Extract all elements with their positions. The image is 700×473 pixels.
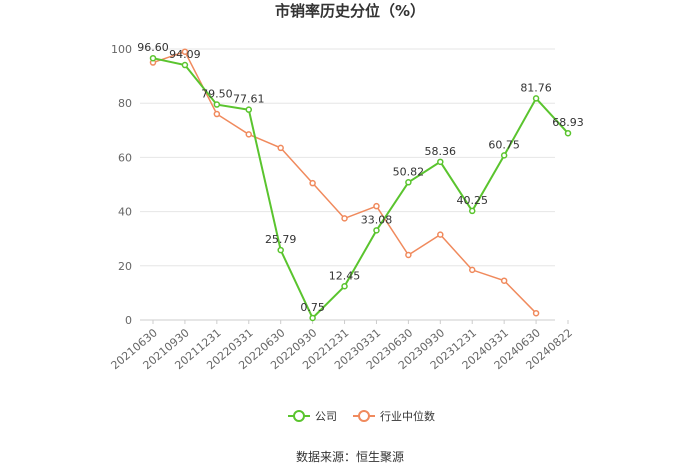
data-point (309, 314, 316, 322)
series-line (152, 57, 569, 320)
data-point (405, 179, 412, 186)
data-point (277, 246, 284, 254)
data-label: 0.75 (300, 301, 325, 314)
legend-label: 行业中位数 (380, 409, 435, 423)
chart-title: 市销率历史分位（%） (275, 2, 425, 20)
data-point (437, 231, 444, 238)
data-point (500, 277, 508, 284)
data-point (437, 158, 444, 166)
data-point (341, 215, 348, 222)
source-note: 数据来源：恒生聚源 (296, 449, 404, 464)
legend-swatch-marker (358, 410, 370, 422)
data-point (149, 54, 157, 62)
data-point (213, 110, 221, 118)
data-point (532, 95, 540, 102)
data-point (181, 61, 189, 69)
data-label: 40.25 (456, 194, 488, 207)
data-label: 94.09 (169, 48, 201, 61)
legend-item[interactable]: 行业中位数 (353, 409, 435, 423)
data-point (245, 106, 253, 113)
y-tick-label: 0 (125, 314, 132, 327)
y-tick-label: 40 (118, 206, 132, 219)
y-tick-label: 20 (118, 260, 132, 273)
data-point (341, 283, 348, 290)
y-tick-label: 80 (118, 97, 132, 110)
data-label: 81.76 (520, 81, 552, 94)
data-label: 12.45 (329, 269, 361, 282)
data-point (564, 129, 572, 137)
y-tick-label: 100 (111, 43, 132, 56)
x-axis: 2021063020210930202112312022033120220630… (109, 319, 575, 372)
data-point (373, 202, 380, 210)
data-label: 60.75 (488, 138, 520, 151)
data-label: 79.50 (201, 88, 233, 101)
y-tick-label: 60 (118, 151, 132, 164)
data-label: 25.79 (265, 233, 297, 246)
data-point (309, 179, 316, 187)
legend-label: 公司 (315, 410, 337, 423)
data-point (373, 227, 380, 234)
legend[interactable]: 公司 行业中位数 (288, 409, 435, 423)
data-point (277, 144, 284, 152)
data-point (500, 152, 508, 159)
data-point (213, 101, 221, 108)
data-label: 58.36 (425, 145, 457, 158)
legend-item[interactable]: 公司 (288, 410, 337, 423)
data-point (468, 207, 476, 215)
y-axis-ticks: 0 20 40 60 80 100 (111, 43, 132, 327)
data-point (245, 131, 253, 138)
legend-swatch-marker (293, 410, 305, 422)
data-label: 33.08 (361, 213, 393, 226)
data-point (468, 266, 476, 274)
data-label: 96.60 (137, 41, 169, 54)
data-point (181, 48, 189, 55)
data-point (405, 251, 412, 259)
data-point (532, 309, 540, 317)
data-label: 68.93 (552, 116, 584, 129)
series-layer (149, 48, 572, 322)
data-label: 50.82 (393, 165, 425, 178)
data-label: 77.61 (233, 93, 265, 106)
